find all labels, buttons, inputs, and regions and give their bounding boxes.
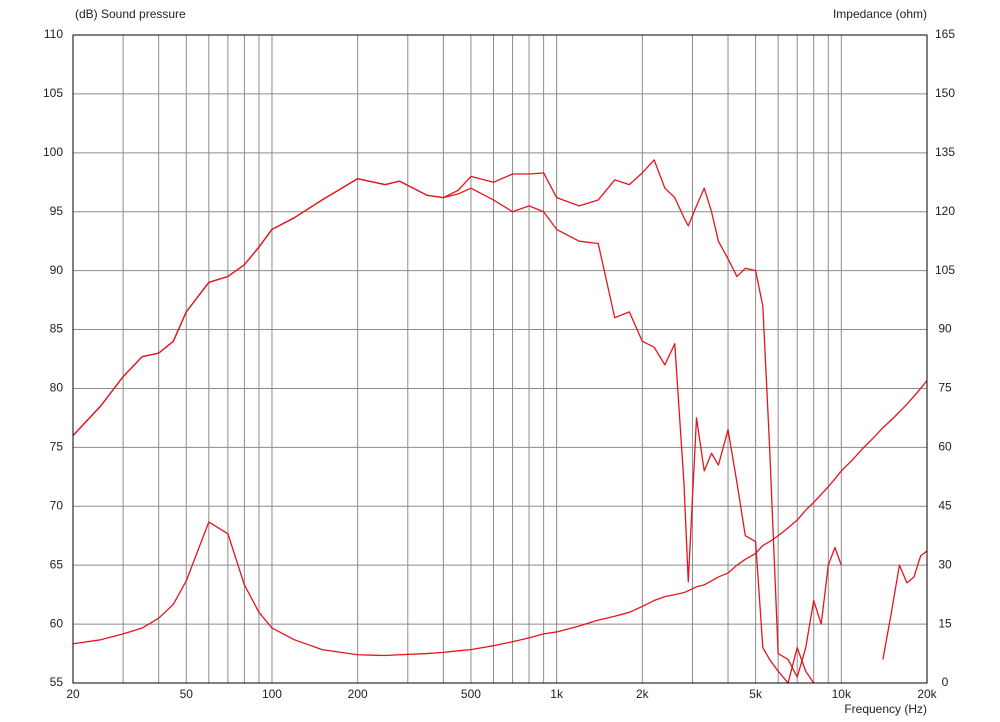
y2-tick-label: 105 bbox=[935, 263, 955, 277]
y2-tick-label: 150 bbox=[935, 86, 955, 100]
y-tick-label: 65 bbox=[50, 557, 64, 571]
x-axis-title: Frequency (Hz) bbox=[844, 702, 927, 716]
y-tick-label: 55 bbox=[50, 675, 64, 689]
data-line bbox=[73, 178, 815, 683]
x-tick-label: 500 bbox=[461, 687, 481, 701]
y2-tick-label: 15 bbox=[938, 616, 952, 630]
y-tick-label: 105 bbox=[43, 86, 63, 100]
y2-axis-title: Impedance (ohm) bbox=[833, 7, 927, 21]
y-tick-label: 90 bbox=[50, 263, 64, 277]
y2-tick-label: 120 bbox=[935, 204, 955, 218]
x-tick-label: 10k bbox=[832, 687, 852, 701]
y-tick-label: 100 bbox=[43, 145, 63, 159]
x-tick-label: 100 bbox=[262, 687, 282, 701]
x-tick-label: 20 bbox=[66, 687, 80, 701]
x-tick-label: 200 bbox=[348, 687, 368, 701]
y2-tick-label: 0 bbox=[942, 675, 949, 689]
y-axis-title: (dB) Sound pressure bbox=[75, 7, 186, 21]
y-tick-label: 95 bbox=[50, 204, 64, 218]
y-tick-label: 70 bbox=[50, 498, 64, 512]
y2-tick-label: 135 bbox=[935, 145, 955, 159]
y2-tick-label: 45 bbox=[938, 498, 952, 512]
y2-tick-label: 75 bbox=[938, 381, 952, 395]
x-tick-label: 50 bbox=[180, 687, 194, 701]
x-tick-label: 20k bbox=[917, 687, 937, 701]
y2-tick-label: 165 bbox=[935, 27, 955, 41]
x-tick-label: 1k bbox=[550, 687, 564, 701]
x-tick-label: 2k bbox=[636, 687, 650, 701]
y-tick-label: 80 bbox=[50, 381, 64, 395]
y2-tick-label: 90 bbox=[938, 322, 952, 336]
plot-border bbox=[72, 34, 928, 684]
plot-area bbox=[73, 159, 927, 683]
data-line bbox=[73, 380, 927, 657]
y-tick-label: 110 bbox=[44, 27, 63, 41]
y2-tick-label: 60 bbox=[938, 440, 952, 454]
y-tick-label: 85 bbox=[50, 322, 64, 336]
y-tick-label: 75 bbox=[50, 440, 64, 454]
y2-tick-label: 30 bbox=[938, 557, 952, 571]
x-tick-label: 5k bbox=[749, 687, 763, 701]
y-tick-label: 60 bbox=[50, 616, 64, 630]
